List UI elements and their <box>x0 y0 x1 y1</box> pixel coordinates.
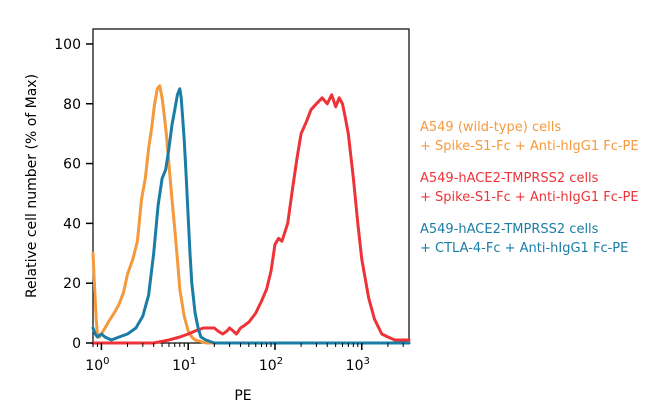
legend-line: + CTLA-4-Fc + Anti-hIgG1 Fc-PE <box>420 241 629 256</box>
legend-entry-spike: A549-hACE2-TMPRSS2 cells + Spike-S1-Fc +… <box>420 169 645 207</box>
y-tick-label: 40 <box>63 216 81 232</box>
legend-entry-ctla4: A549-hACE2-TMPRSS2 cells + CTLA-4-Fc + A… <box>420 220 645 258</box>
x-tick-label: 100 <box>85 356 109 374</box>
x-tick-label: 102 <box>259 356 283 374</box>
legend-line: + Spike-S1-Fc + Anti-hIgG1 Fc-PE <box>420 139 639 154</box>
y-tick-label: 80 <box>63 97 81 113</box>
x-tick-label: 103 <box>346 356 370 374</box>
x-axis: 100 101 102 103 <box>85 343 404 374</box>
y-tick-label: 60 <box>63 157 81 173</box>
x-tick-label: 101 <box>172 356 196 374</box>
legend-line: A549-hACE2-TMPRSS2 cells <box>420 222 599 237</box>
y-axis: 0 20 40 60 80 100 <box>54 37 93 352</box>
y-tick-label: 0 <box>72 336 81 352</box>
series-line-1 <box>91 93 411 345</box>
plot-frame <box>92 28 410 344</box>
y-tick-label: 20 <box>63 276 81 292</box>
series-layer <box>91 84 411 345</box>
y-axis-label: Relative cell number (% of Max) <box>24 74 40 298</box>
series-line-2 <box>91 87 411 345</box>
legend-line: A549 (wild-type) cells <box>420 120 562 135</box>
legend-line: + Spike-S1-Fc + Anti-hIgG1 Fc-PE <box>420 190 639 205</box>
legend-line: A549-hACE2-TMPRSS2 cells <box>420 171 599 186</box>
legend: A549 (wild-type) cells + Spike-S1-Fc + A… <box>420 118 645 271</box>
series-line-0 <box>91 84 411 345</box>
x-axis-label: PE <box>234 388 251 404</box>
y-tick-label: 100 <box>54 37 81 53</box>
legend-entry-wild-type: A549 (wild-type) cells + Spike-S1-Fc + A… <box>420 118 645 156</box>
